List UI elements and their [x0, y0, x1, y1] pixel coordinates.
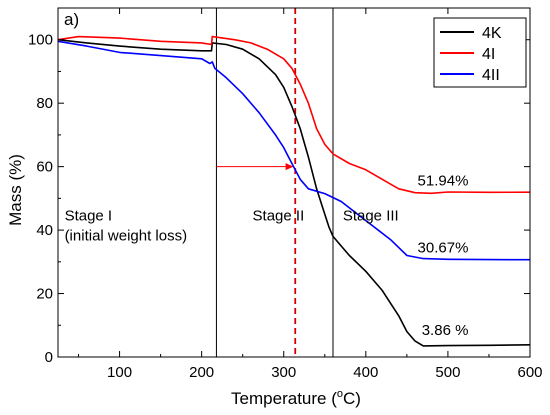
- y-axis-title: Mass (%): [6, 154, 25, 226]
- x-axis-title-main: Temperature (: [231, 389, 337, 408]
- data-series: [57, 35, 531, 347]
- x-tick-label-600: 600: [517, 364, 542, 381]
- x-tick-label-500: 500: [435, 364, 460, 381]
- x-axis-title: Temperature (oC): [231, 388, 361, 408]
- annotations: Stage I (initial weight loss) Stage II Stag…: [65, 173, 469, 339]
- annotation-label-4K: 3.86 %: [422, 322, 469, 339]
- series-line-4K: [57, 38, 531, 347]
- y-tick-label-0: 0: [45, 349, 53, 366]
- axes: [57, 7, 531, 358]
- annotation-line: Stage II: [253, 208, 305, 225]
- y-tick-label-20: 20: [36, 286, 53, 303]
- y-tick-label-60: 60: [36, 159, 53, 176]
- annotation-line: 3.86 %: [422, 322, 469, 339]
- y-tick-label-80: 80: [36, 95, 53, 112]
- series-line-4II: [57, 40, 531, 261]
- annotation-line: 51.94%: [418, 173, 469, 190]
- stage-arrow-head: [285, 163, 294, 171]
- legend-label-4II: 4II: [482, 67, 500, 84]
- annotation-label-4II: 30.67%: [418, 239, 469, 256]
- stage-arrow: [216, 163, 294, 171]
- tick-labels: 100 200 300 400 500 600 0 20 40 60 80 100: [28, 32, 543, 381]
- annotation-stage1: Stage I (initial weight loss): [65, 208, 188, 245]
- x-axis-title-unit: C): [343, 389, 361, 408]
- legend-label-4K: 4K: [482, 25, 502, 42]
- x-tick-label-400: 400: [353, 364, 378, 381]
- x-tick-label-300: 300: [271, 364, 296, 381]
- annotation-line: (initial weight loss): [65, 228, 188, 245]
- x-tick-label-100: 100: [107, 364, 132, 381]
- annotation-line: Stage III: [343, 208, 399, 225]
- panel-label: a): [64, 10, 79, 29]
- x-axis-title-degree: o: [337, 388, 343, 400]
- stage-divider-lines: [215, 8, 334, 357]
- plot-frame: [57, 7, 531, 358]
- annotation-label-4I: 51.94%: [418, 173, 469, 190]
- annotation-line: 30.67%: [418, 239, 469, 256]
- annotation-line: Stage I: [65, 208, 113, 225]
- x-tick-label-200: 200: [189, 364, 214, 381]
- y-tick-label-100: 100: [28, 32, 53, 49]
- series-line-4I: [57, 35, 531, 195]
- annotation-stage2: Stage II: [253, 208, 305, 225]
- legend: 4K 4I 4II: [433, 17, 527, 88]
- y-tick-label-40: 40: [36, 222, 53, 239]
- annotation-stage3: Stage III: [343, 208, 399, 225]
- legend-label-4I: 4I: [482, 46, 495, 63]
